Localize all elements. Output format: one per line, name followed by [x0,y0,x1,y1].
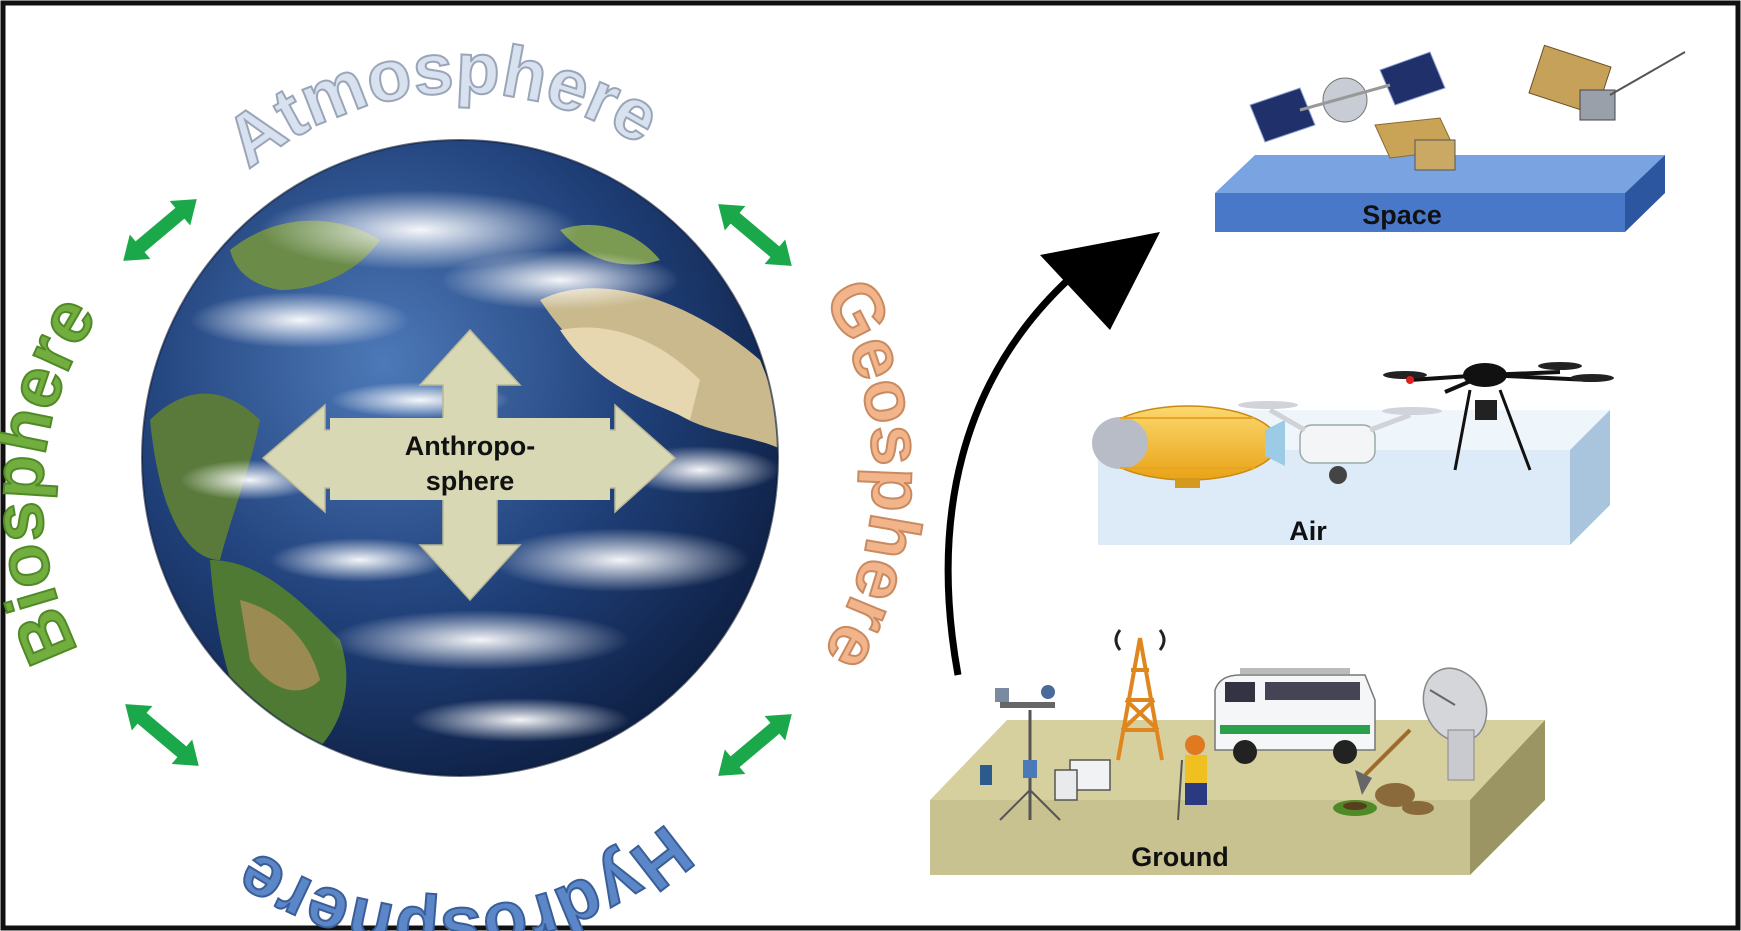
anthroposphere-label-line2: sphere [426,466,515,496]
anthroposphere-cross-arrow [261,328,677,602]
space-platform: Space [1215,155,1665,232]
anthroposphere-label-line1: Anthropo- [405,431,535,461]
observation-arrow [944,232,1160,676]
space-label: Space [1362,200,1442,230]
satellite-icon [1374,117,1456,171]
satellite-icon [1249,51,1446,143]
air-label: Air [1289,516,1327,546]
monitoring-van-icon [1214,668,1376,764]
double-arrow-atmos-geo [718,204,792,266]
airship-icon [1092,405,1285,488]
cycle-arrows [123,199,792,776]
hexacopter-icon [1383,362,1614,471]
drone-icon [1238,401,1442,484]
radio-tower-icon [1114,629,1166,761]
ground-label: Ground [1131,842,1228,872]
double-arrow-hydro-geo [718,714,792,776]
double-arrow-bio-atmos [123,199,197,261]
field-worker-icon [1177,735,1207,821]
weather-station-icon [980,685,1111,821]
double-arrow-bio-hydro [125,704,199,766]
satellite-icon [1528,44,1686,121]
satellite-dish-icon [1422,667,1488,781]
soil-sampling-icon [1333,728,1434,816]
